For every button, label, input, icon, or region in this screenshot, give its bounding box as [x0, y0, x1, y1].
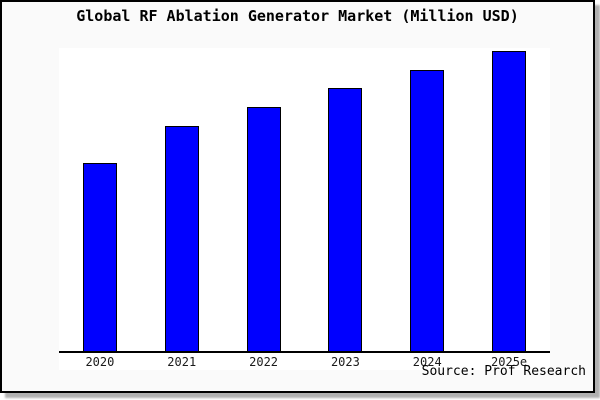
x-tick-label-2021: 2021 — [167, 355, 197, 369]
bar-2021 — [164, 126, 199, 352]
bar-2024 — [410, 70, 445, 352]
chart-frame: Global RF Ablation Generator Market (Mil… — [0, 0, 595, 393]
bar-2020 — [82, 163, 117, 352]
bar-2022 — [246, 107, 281, 352]
bars-container — [59, 48, 550, 352]
bar-2023 — [328, 88, 363, 352]
x-tick-label-2023: 2023 — [330, 355, 360, 369]
x-tick-label-2025e: 2025e — [491, 355, 528, 369]
x-tick-label-2024: 2024 — [412, 355, 442, 369]
chart-title: Global RF Ablation Generator Market (Mil… — [76, 7, 519, 25]
x-tick-label-2022: 2022 — [249, 355, 279, 369]
plot-area: 2020 2021 2022 2023 2024 2025e — [59, 48, 550, 370]
source-credit: Source: Prof Research — [421, 364, 586, 379]
x-axis-line — [59, 351, 550, 353]
x-tick-label-2020: 2020 — [85, 355, 115, 369]
bar-2025e — [492, 51, 527, 352]
